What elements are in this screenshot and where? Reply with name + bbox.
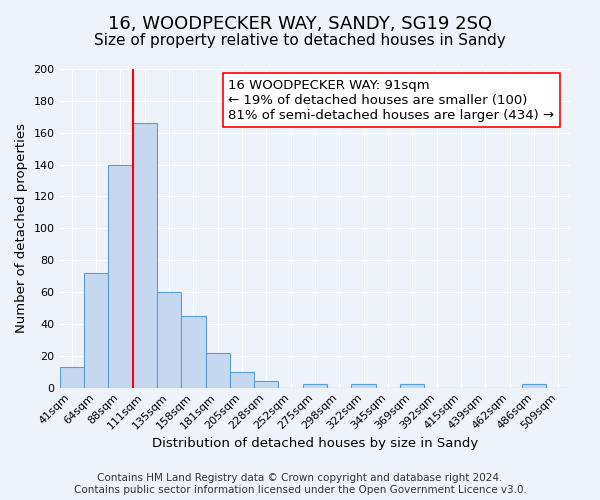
Bar [181,316,206,388]
Bar [59,367,84,388]
Bar [352,384,376,388]
Bar [230,372,254,388]
Text: 16, WOODPECKER WAY, SANDY, SG19 2SQ: 16, WOODPECKER WAY, SANDY, SG19 2SQ [108,15,492,33]
Bar [522,384,546,388]
Bar [108,164,133,388]
X-axis label: Distribution of detached houses by size in Sandy: Distribution of detached houses by size … [152,437,478,450]
Bar [84,273,108,388]
Bar [157,292,181,388]
Bar [206,352,230,388]
Bar [254,381,278,388]
Text: Size of property relative to detached houses in Sandy: Size of property relative to detached ho… [94,32,506,48]
Text: Contains HM Land Registry data © Crown copyright and database right 2024.
Contai: Contains HM Land Registry data © Crown c… [74,474,526,495]
Y-axis label: Number of detached properties: Number of detached properties [15,124,28,334]
Bar [400,384,424,388]
Bar [133,123,157,388]
Bar [303,384,327,388]
Text: 16 WOODPECKER WAY: 91sqm
← 19% of detached houses are smaller (100)
81% of semi-: 16 WOODPECKER WAY: 91sqm ← 19% of detach… [228,78,554,122]
